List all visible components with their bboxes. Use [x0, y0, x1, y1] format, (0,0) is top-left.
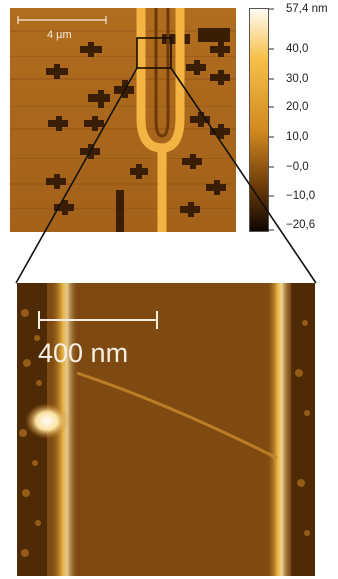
colorbar-min-label: −20,6	[286, 219, 316, 231]
colorbar-tick-label: 20,0	[286, 101, 309, 113]
colorbar-tick-label: 40,0	[286, 43, 309, 55]
afm-zoom-image	[17, 283, 315, 576]
colorbar-tick-label: −0,0	[286, 161, 309, 173]
zoom-connector-lines	[15, 67, 317, 284]
overview-scale-bar-label: 4 µm	[47, 29, 72, 41]
colorbar-tick-label: −10,0	[286, 190, 316, 202]
colorbar-tick-label: 30,0	[286, 73, 309, 85]
colorbar-tick-label: 10,0	[286, 131, 309, 143]
height-colorbar	[249, 8, 269, 232]
zoom-scale-bar-label: 400 nm	[38, 338, 129, 368]
colorbar-ticks	[268, 8, 274, 231]
colorbar-max-label: 57,4 nm	[286, 3, 328, 15]
afm-overview-image	[10, 8, 236, 232]
